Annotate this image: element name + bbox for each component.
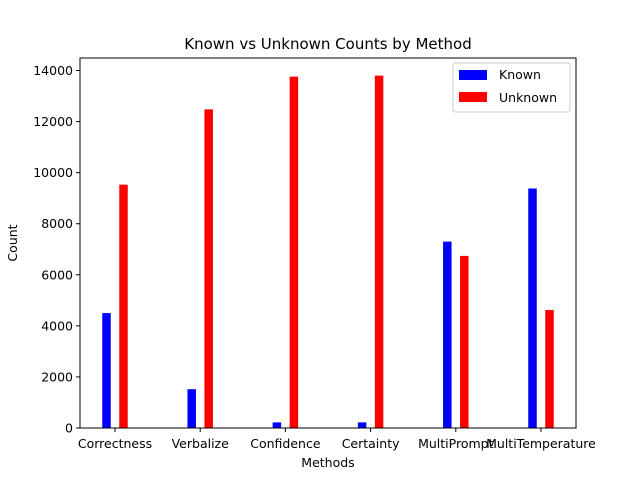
y-axis-ticks: 0 2000 4000 6000 8000 10000 12000 14000 — [33, 63, 80, 436]
legend-label-known: Known — [499, 67, 541, 82]
y-tick-label: 10000 — [33, 165, 73, 180]
x-tick-label-correctness: Correctness — [78, 436, 152, 451]
x-tick-label-confidence: Confidence — [250, 436, 321, 451]
bar-known-certainty — [357, 422, 367, 428]
bar-unknown-certainty — [374, 75, 384, 429]
bar-known-confidence — [272, 422, 282, 428]
x-axis-ticks: Correctness Verbalize Confidence Certainty M… — [78, 428, 596, 451]
y-tick-label: 0 — [65, 421, 73, 436]
x-axis-label: Methods — [301, 455, 354, 470]
bar-known-verbalize — [187, 389, 196, 428]
chart-title: Known vs Unknown Counts by Method — [184, 35, 471, 53]
y-tick-label: 8000 — [41, 216, 73, 231]
legend: Known Unknown — [452, 62, 571, 113]
legend-label-unknown: Unknown — [499, 90, 557, 105]
bar-known-correctness — [102, 313, 111, 428]
bar-unknown-verbalize — [204, 109, 213, 428]
y-tick-label: 2000 — [41, 369, 73, 384]
bars-group — [102, 75, 554, 429]
bar-known-multitemperature — [528, 188, 537, 428]
legend-swatch-unknown — [459, 92, 487, 102]
x-tick-label-multiprompt: MultiPrompt — [418, 436, 493, 451]
axes-frame — [79, 57, 577, 429]
y-tick-label: 6000 — [41, 267, 73, 282]
x-tick-label-certainty: Certainty — [342, 436, 400, 451]
bar-unknown-correctness — [119, 184, 128, 428]
y-tick-label: 14000 — [33, 63, 73, 78]
x-tick-label-multitemperature: MultiTemperature — [486, 436, 596, 451]
bar-unknown-confidence — [289, 76, 299, 428]
bar-unknown-multiprompt — [460, 255, 469, 428]
bar-unknown-multitemperature — [545, 310, 554, 428]
y-tick-label: 4000 — [41, 318, 73, 333]
legend-swatch-known — [459, 70, 487, 80]
y-tick-label: 12000 — [33, 114, 73, 129]
bar-known-multiprompt — [443, 241, 452, 428]
x-tick-label-verbalize: Verbalize — [172, 436, 230, 451]
y-axis-label: Count — [5, 224, 20, 261]
